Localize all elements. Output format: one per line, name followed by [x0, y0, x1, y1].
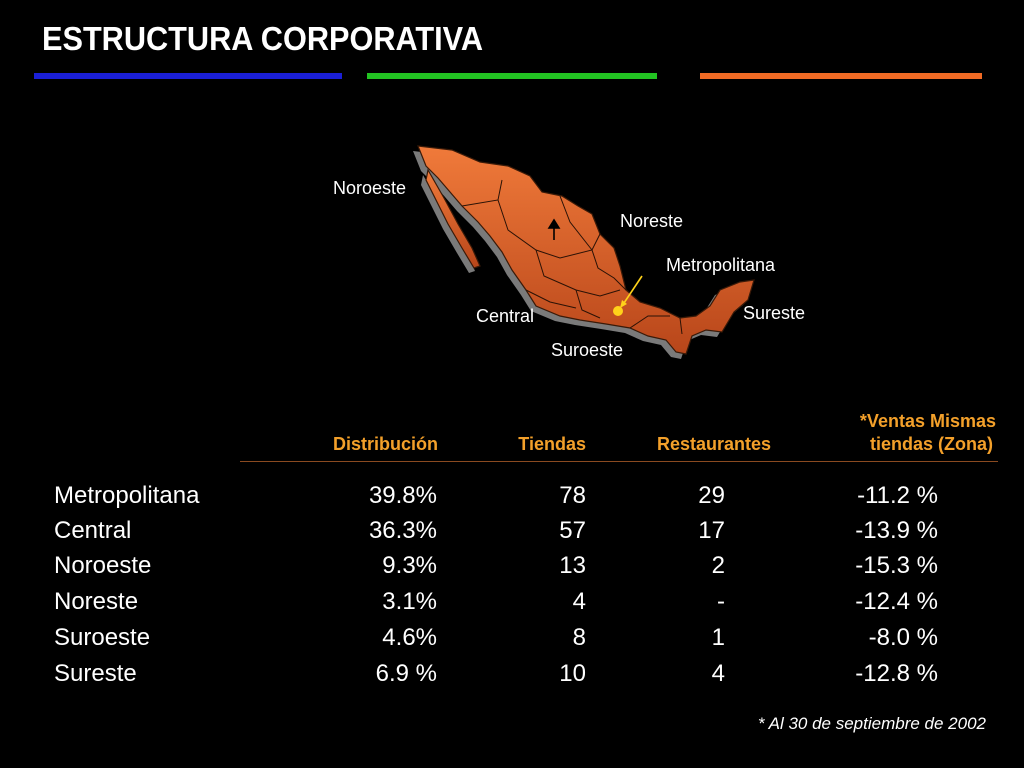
table-row: Noroeste 9.3% 13 2 -15.3 %: [0, 551, 1024, 587]
footnote: * Al 30 de septiembre de 2002: [757, 714, 986, 733]
map-label-metropolitana: Metropolitana: [666, 255, 776, 275]
cell-tiendas: 78: [559, 482, 586, 509]
header-restaurantes: Restaurantes: [656, 434, 771, 454]
header-tiendas: Tiendas: [518, 434, 586, 454]
header-distribucion: Distribución: [332, 434, 438, 454]
accent-bar-blue: [34, 73, 342, 79]
accent-bar-orange: [700, 73, 982, 79]
cell-tiendas: 57: [559, 517, 586, 544]
map-label-central: Central: [476, 306, 535, 326]
cell-ventas: -13.9 %: [855, 517, 938, 544]
cell-ventas: -12.8 %: [855, 660, 938, 687]
cell-distribucion: 36.3%: [368, 517, 437, 544]
table-row: Central 36.3% 57 17 -13.9 %: [0, 516, 1024, 552]
cell-restaurantes: 1: [711, 624, 725, 651]
cell-tiendas: 13: [559, 552, 586, 579]
cell-zona: Noroeste: [54, 552, 152, 579]
mexico-map: Noroeste Noreste Metropolitana Sureste C…: [330, 140, 830, 370]
cell-zona: Noreste: [54, 588, 139, 615]
table-row: Metropolitana 39.8% 78 29 -11.2 %: [0, 481, 1024, 517]
table-row: Suroeste 4.6% 8 1 -8.0 %: [0, 623, 1024, 659]
cell-ventas: -15.3 %: [855, 552, 938, 579]
header-divider: [240, 461, 998, 462]
accent-bar-green: [367, 73, 657, 79]
cell-ventas: -11.2 %: [857, 482, 938, 509]
cell-tiendas: 4: [572, 588, 586, 615]
cell-restaurantes: 29: [698, 482, 725, 509]
table-row: Noreste 3.1% 4 - -12.4 %: [0, 587, 1024, 623]
table-row: Sureste 6.9 % 10 4 -12.8 %: [0, 659, 1024, 695]
cell-zona: Central: [54, 517, 132, 544]
header-ventas-line1: *Ventas Mismas: [859, 411, 996, 431]
cell-restaurantes: 2: [711, 552, 725, 579]
cell-tiendas: 8: [572, 624, 586, 651]
cell-distribucion: 3.1%: [382, 588, 437, 615]
cell-distribucion: 6.9 %: [375, 660, 437, 687]
cell-ventas: -8.0 %: [868, 624, 938, 651]
map-label-suroeste: Suroeste: [551, 340, 624, 360]
cell-zona: Metropolitana: [54, 482, 200, 509]
map-label-sureste: Sureste: [743, 303, 806, 323]
cell-zona: Suroeste: [54, 624, 151, 651]
map-label-noroeste: Noroeste: [333, 178, 407, 198]
cell-restaurantes: -: [717, 588, 725, 615]
page-title: ESTRUCTURA CORPORATIVA: [42, 20, 484, 57]
cell-restaurantes: 17: [698, 517, 725, 544]
cell-distribucion: 9.3%: [382, 552, 437, 579]
cell-restaurantes: 4: [711, 660, 725, 687]
map-label-noreste: Noreste: [620, 211, 684, 231]
mexico-map-graphic: [413, 145, 755, 359]
header-ventas-line2: tiendas (Zona): [869, 434, 993, 454]
cell-distribucion: 39.8%: [368, 482, 437, 509]
cell-zona: Sureste: [54, 660, 137, 687]
cell-ventas: -12.4 %: [855, 588, 938, 615]
cell-tiendas: 10: [559, 660, 586, 687]
cell-distribucion: 4.6%: [382, 624, 437, 651]
